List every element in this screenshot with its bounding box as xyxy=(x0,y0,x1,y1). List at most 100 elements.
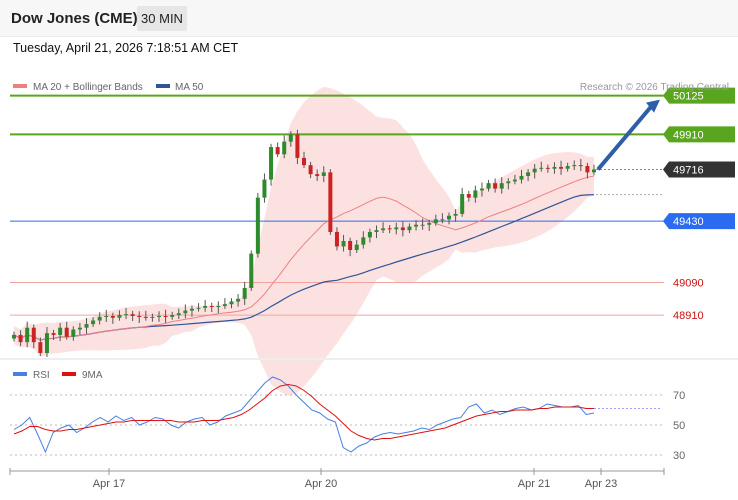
candle xyxy=(12,334,16,339)
price-tag-49910 xyxy=(663,126,735,143)
price-tag-label-49430: 49430 xyxy=(673,216,704,228)
candle xyxy=(97,316,102,321)
legend-swatch-ma20 xyxy=(13,84,27,88)
candle xyxy=(354,244,359,251)
legend-swatch-ma50 xyxy=(156,84,170,88)
candle xyxy=(196,307,201,309)
x-tick-Apr-20: Apr 20 xyxy=(305,478,337,490)
rsi-line xyxy=(13,376,595,454)
candle xyxy=(486,183,491,189)
candle xyxy=(506,181,511,184)
candle xyxy=(249,253,254,288)
candle xyxy=(460,194,465,214)
legend-label-ma20: MA 20 + Bollinger Bands xyxy=(33,82,143,93)
candle xyxy=(104,315,109,317)
candle xyxy=(519,175,524,180)
candle xyxy=(545,167,550,169)
legend-label-ma50: MA 50 xyxy=(175,82,204,93)
candle xyxy=(269,147,274,180)
candle xyxy=(58,327,63,335)
candle xyxy=(578,165,583,167)
timeframe-button[interactable]: 30 MIN xyxy=(137,6,187,31)
candle xyxy=(367,231,372,238)
forecast-arrow-head xyxy=(646,99,660,113)
timestamp: Tuesday, April 21, 2026 7:18:51 AM CET xyxy=(13,41,239,55)
price-tag-label-49716: 49716 xyxy=(673,164,704,176)
candle xyxy=(31,327,36,343)
candle xyxy=(288,134,293,142)
candle xyxy=(64,327,69,337)
candle xyxy=(466,194,471,198)
price-tag-50125 xyxy=(663,87,735,104)
candle xyxy=(321,172,326,176)
x-tick-Apr-23: Apr 23 xyxy=(585,478,617,490)
candle xyxy=(203,306,208,308)
candle xyxy=(117,315,122,318)
candle xyxy=(572,165,577,167)
candle xyxy=(51,333,56,335)
candle xyxy=(308,165,313,175)
candle xyxy=(84,324,89,328)
candle xyxy=(110,315,115,318)
candle xyxy=(420,224,425,226)
candle xyxy=(473,190,478,198)
bollinger-band xyxy=(14,86,594,396)
candle xyxy=(124,314,129,316)
legend-label-rsi: RSI xyxy=(33,370,50,381)
credit-text: Research © 2026 Trading Central xyxy=(580,82,729,93)
candle xyxy=(18,334,23,343)
level-label-49090: 49090 xyxy=(673,278,704,290)
candle xyxy=(163,315,168,317)
candle xyxy=(414,224,419,227)
candle xyxy=(552,166,557,169)
candle xyxy=(282,141,287,155)
candle xyxy=(143,316,148,318)
candle xyxy=(275,147,280,155)
rsi-tick-30: 30 xyxy=(673,450,685,462)
candle xyxy=(189,308,194,311)
candle xyxy=(585,166,590,173)
candle xyxy=(407,226,412,231)
candle xyxy=(499,183,504,189)
candle xyxy=(183,310,188,314)
candle xyxy=(447,215,451,220)
candle xyxy=(381,228,386,231)
candle xyxy=(512,179,517,182)
candle xyxy=(559,166,564,169)
candle xyxy=(38,342,43,353)
candle xyxy=(387,228,392,230)
candle xyxy=(216,306,221,308)
price-tag-label-50125: 50125 xyxy=(673,91,704,103)
candle xyxy=(374,230,379,232)
price-tag-49716 xyxy=(663,161,735,178)
candle xyxy=(328,172,333,232)
candle xyxy=(348,241,353,251)
candle xyxy=(295,134,300,158)
candle xyxy=(433,219,438,223)
candle xyxy=(209,306,214,308)
candle xyxy=(236,298,241,302)
x-tick-Apr-17: Apr 17 xyxy=(93,478,125,490)
rsi-tick-50: 50 xyxy=(673,420,685,432)
legend-swatch-9ma xyxy=(62,372,76,376)
candle xyxy=(25,327,30,343)
candle xyxy=(479,188,484,191)
rsi-ma-line xyxy=(13,383,594,441)
candle xyxy=(255,197,260,254)
level-label-48910: 48910 xyxy=(673,310,704,322)
candle xyxy=(315,174,320,176)
candle xyxy=(493,183,498,189)
candle xyxy=(229,301,234,305)
instrument-title: Dow Jones (CME) xyxy=(11,10,138,27)
candle xyxy=(77,327,82,330)
header-bar: Dow Jones (CME) 30 MIN xyxy=(0,0,738,37)
candle xyxy=(526,172,531,176)
candle xyxy=(222,304,227,307)
candle xyxy=(427,222,432,225)
candle xyxy=(170,315,175,317)
candle xyxy=(91,320,96,325)
candle xyxy=(440,219,445,221)
candle xyxy=(137,315,142,317)
